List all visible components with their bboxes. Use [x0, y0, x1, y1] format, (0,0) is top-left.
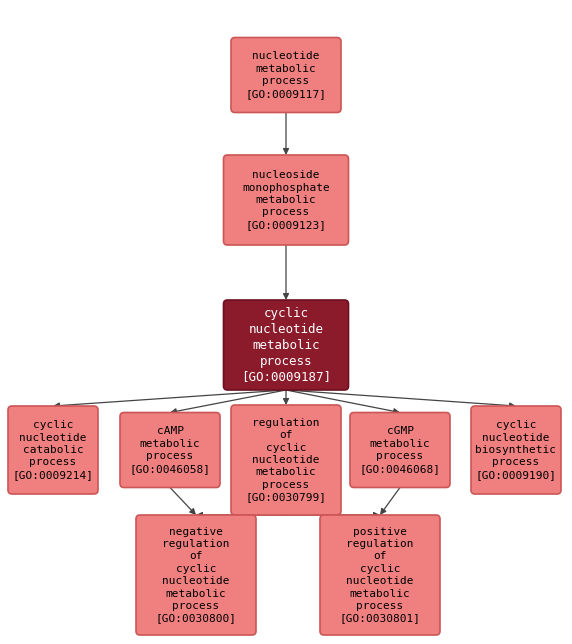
FancyBboxPatch shape: [224, 300, 348, 390]
Text: positive
regulation
of
cyclic
nucleotide
metabolic
process
[GO:0030801]: positive regulation of cyclic nucleotide…: [340, 527, 420, 623]
FancyBboxPatch shape: [231, 37, 341, 113]
FancyBboxPatch shape: [320, 515, 440, 635]
Text: nucleoside
monophosphate
metabolic
process
[GO:0009123]: nucleoside monophosphate metabolic proce…: [242, 170, 330, 230]
FancyBboxPatch shape: [350, 413, 450, 488]
Text: cyclic
nucleotide
biosynthetic
process
[GO:0009190]: cyclic nucleotide biosynthetic process […: [475, 420, 557, 480]
Text: regulation
of
cyclic
nucleotide
metabolic
process
[GO:0030799]: regulation of cyclic nucleotide metaboli…: [245, 418, 327, 502]
FancyBboxPatch shape: [120, 413, 220, 488]
Text: cAMP
metabolic
process
[GO:0046058]: cAMP metabolic process [GO:0046058]: [129, 426, 210, 473]
FancyBboxPatch shape: [8, 406, 98, 494]
Text: cyclic
nucleotide
catabolic
process
[GO:0009214]: cyclic nucleotide catabolic process [GO:…: [13, 420, 93, 480]
Text: negative
regulation
of
cyclic
nucleotide
metabolic
process
[GO:0030800]: negative regulation of cyclic nucleotide…: [156, 527, 236, 623]
FancyBboxPatch shape: [224, 155, 348, 245]
Text: nucleotide
metabolic
process
[GO:0009117]: nucleotide metabolic process [GO:0009117…: [245, 52, 327, 99]
FancyBboxPatch shape: [136, 515, 256, 635]
FancyBboxPatch shape: [231, 405, 341, 515]
FancyBboxPatch shape: [471, 406, 561, 494]
Text: cGMP
metabolic
process
[GO:0046068]: cGMP metabolic process [GO:0046068]: [359, 426, 440, 473]
Text: cyclic
nucleotide
metabolic
process
[GO:0009187]: cyclic nucleotide metabolic process [GO:…: [241, 307, 331, 383]
